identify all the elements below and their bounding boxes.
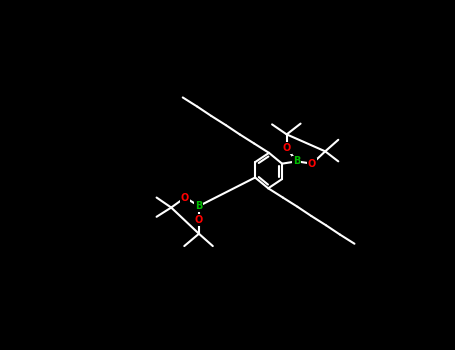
Text: O: O [283,143,291,153]
Text: O: O [195,215,203,225]
Text: B: B [195,201,202,211]
Text: B: B [293,156,300,166]
Text: O: O [181,193,189,203]
Text: O: O [308,159,316,169]
